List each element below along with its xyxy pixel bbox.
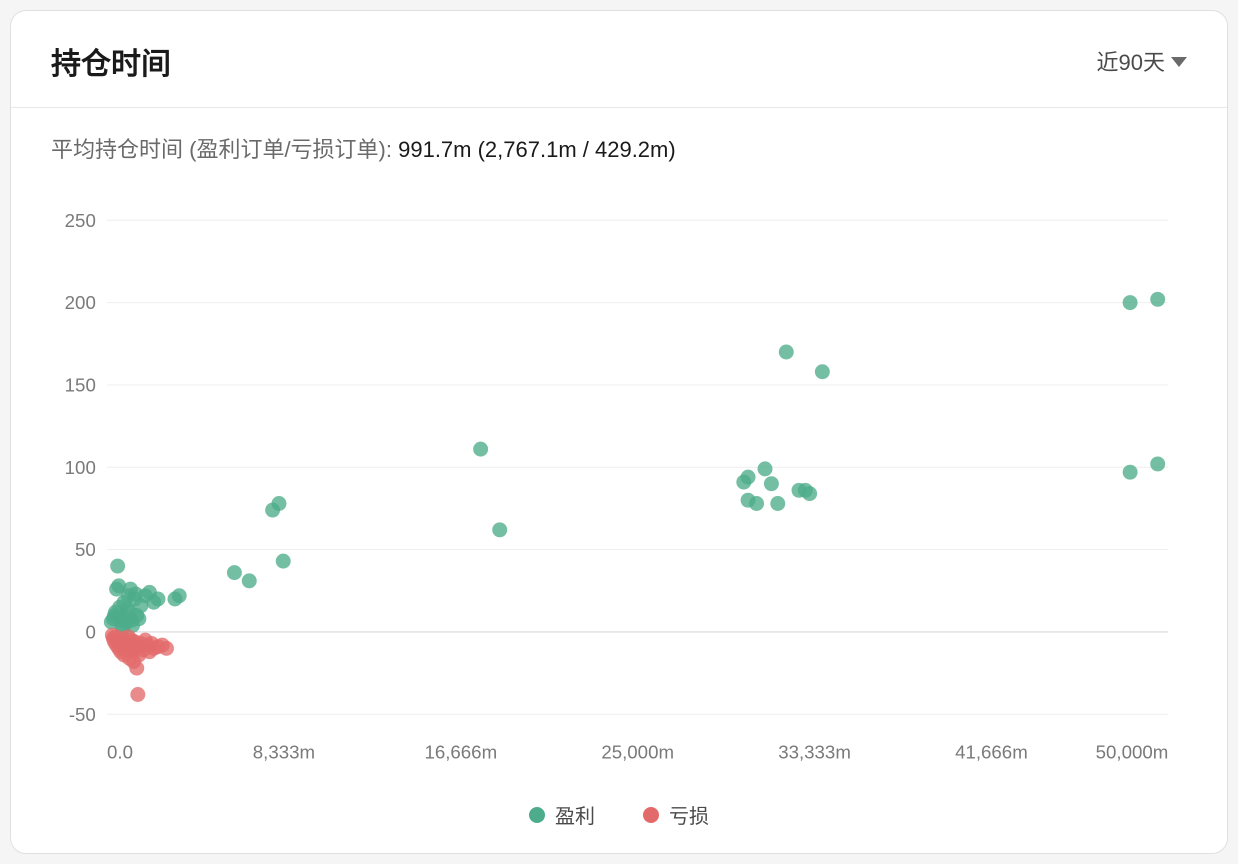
legend-dot-loss-icon [643,807,659,823]
svg-text:33,333m: 33,333m [778,742,851,763]
scatter-chart: -50 0 50 100 150 200 250 0.0 8,333m 16,666m 25,000… [51,194,1187,776]
summary-label: 平均持仓时间 (盈利订单/亏损订单): [51,137,398,162]
legend-label-loss: 亏损 [669,800,709,829]
time-range-selector[interactable]: 近90天 [1097,45,1187,77]
svg-text:41,666m: 41,666m [955,742,1028,763]
holding-time-card: 持仓时间 近90天 平均持仓时间 (盈利订单/亏损订单): 991.7m (2,… [10,10,1228,854]
summary-row: 平均持仓时间 (盈利订单/亏损订单): 991.7m (2,767.1m / 4… [11,108,1227,164]
svg-text:200: 200 [65,292,96,313]
svg-text:50: 50 [75,539,96,560]
legend-label-profit: 盈利 [555,800,595,829]
chart-area: -50 0 50 100 150 200 250 0.0 8,333m 16,666m 25,000… [11,164,1227,786]
chevron-down-icon [1171,57,1187,67]
svg-text:250: 250 [65,210,96,231]
time-range-label: 近90天 [1097,45,1165,77]
legend-item-loss[interactable]: 亏损 [643,800,709,829]
svg-text:0.0: 0.0 [107,742,133,763]
svg-text:100: 100 [65,457,96,478]
svg-text:16,666m: 16,666m [424,742,497,763]
legend-dot-profit-icon [529,807,545,823]
svg-text:150: 150 [65,374,96,395]
summary-values: 991.7m (2,767.1m / 429.2m) [398,137,676,162]
legend-item-profit[interactable]: 盈利 [529,800,595,829]
card-header: 持仓时间 近90天 [11,11,1227,108]
svg-text:-50: -50 [69,704,96,725]
chart-legend: 盈利 亏损 [11,786,1227,853]
card-title: 持仓时间 [51,39,171,83]
svg-text:50,000m: 50,000m [1096,742,1169,763]
svg-text:8,333m: 8,333m [253,742,315,763]
svg-text:25,000m: 25,000m [601,742,674,763]
svg-text:0: 0 [85,621,95,642]
